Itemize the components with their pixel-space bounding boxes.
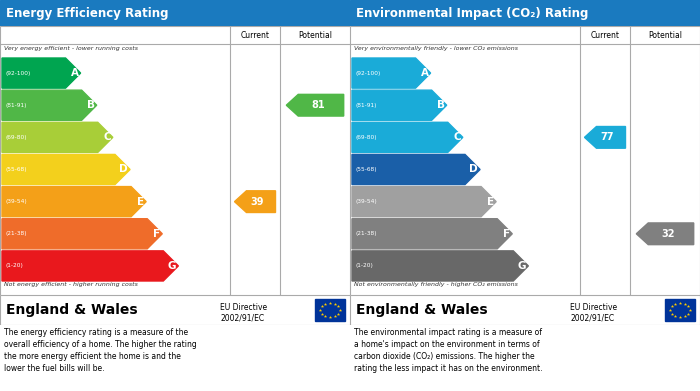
Text: (69-80): (69-80) [5,135,27,140]
Text: (92-100): (92-100) [355,70,380,75]
Polygon shape [584,127,626,148]
Text: (92-100): (92-100) [5,70,30,75]
Text: E: E [137,197,144,206]
Text: A: A [421,68,428,78]
Polygon shape [2,90,97,120]
Polygon shape [352,90,447,120]
Text: Potential: Potential [648,30,682,39]
Text: F: F [503,229,510,239]
Text: (39-54): (39-54) [5,199,27,204]
Polygon shape [352,58,430,88]
Polygon shape [234,191,276,212]
Text: G: G [168,261,176,271]
Polygon shape [352,251,528,281]
Text: D: D [120,165,128,174]
Text: EU Directive
2002/91/EC: EU Directive 2002/91/EC [570,303,617,323]
Text: C: C [103,133,111,142]
Text: B: B [437,100,444,110]
Text: The energy efficiency rating is a measure of the
overall efficiency of a home. T: The energy efficiency rating is a measur… [4,328,197,373]
Text: C: C [453,133,461,142]
Text: (39-54): (39-54) [355,199,377,204]
Text: 81: 81 [311,100,325,110]
Polygon shape [352,154,480,185]
Text: England & Wales: England & Wales [356,303,488,317]
Polygon shape [352,122,463,152]
Text: Current: Current [591,30,620,39]
Text: A: A [71,68,78,78]
Text: (1-20): (1-20) [355,264,373,269]
Text: (21-38): (21-38) [355,231,377,236]
Text: (81-91): (81-91) [355,103,377,108]
Bar [315,299,345,321]
Polygon shape [2,58,80,88]
Text: Very environmentally friendly - lower CO₂ emissions: Very environmentally friendly - lower CO… [354,46,518,51]
Polygon shape [2,187,146,217]
Text: Environmental Impact (CO₂) Rating: Environmental Impact (CO₂) Rating [356,7,589,20]
Text: (55-68): (55-68) [355,167,377,172]
Text: The environmental impact rating is a measure of
a home's impact on the environme: The environmental impact rating is a mea… [354,328,542,373]
Polygon shape [2,219,162,249]
Text: EU Directive
2002/91/EC: EU Directive 2002/91/EC [220,303,267,323]
Text: 32: 32 [661,229,675,239]
Text: Not energy efficient - higher running costs: Not energy efficient - higher running co… [4,282,138,287]
Text: Energy Efficiency Rating: Energy Efficiency Rating [6,7,169,20]
Text: England & Wales: England & Wales [6,303,138,317]
Polygon shape [352,187,496,217]
Text: (81-91): (81-91) [5,103,27,108]
Text: B: B [87,100,94,110]
Text: (55-68): (55-68) [5,167,27,172]
Text: (69-80): (69-80) [355,135,377,140]
Polygon shape [2,122,113,152]
Text: Current: Current [241,30,270,39]
Text: 77: 77 [601,133,614,142]
Text: G: G [518,261,526,271]
Text: D: D [470,165,478,174]
Text: F: F [153,229,160,239]
Polygon shape [352,219,512,249]
Polygon shape [2,154,130,185]
Text: E: E [487,197,494,206]
Bar [665,299,695,321]
Text: (1-20): (1-20) [5,264,23,269]
Text: Very energy efficient - lower running costs: Very energy efficient - lower running co… [4,46,138,51]
Polygon shape [2,251,178,281]
Polygon shape [286,94,344,116]
Polygon shape [636,223,694,245]
Text: Potential: Potential [298,30,332,39]
Text: (21-38): (21-38) [5,231,27,236]
Text: Not environmentally friendly - higher CO₂ emissions: Not environmentally friendly - higher CO… [354,282,518,287]
Text: 39: 39 [251,197,264,206]
